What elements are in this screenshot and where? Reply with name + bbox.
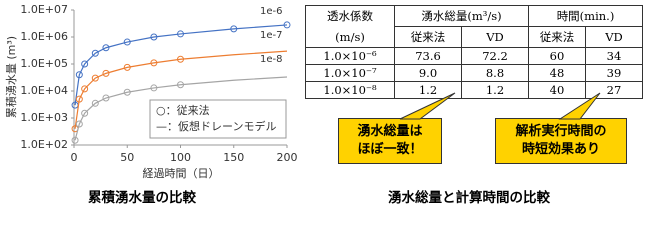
- comparison-table: 透水係数 湧水総量(m³/s) 時間(min.) (m/s) 従来法 VD 従来法 VD 1.0…: [305, 5, 643, 99]
- table-cell: VD: [585, 26, 643, 48]
- series-marker: [150, 59, 158, 67]
- table-cell: 34: [585, 47, 643, 65]
- table-cell: 1.0×10⁻⁷: [305, 64, 395, 82]
- callout-line: 解析実行時間の: [515, 124, 607, 139]
- series-marker: [75, 95, 83, 103]
- series-marker: [81, 60, 89, 68]
- y-tick-label: 1.0E+05: [20, 57, 68, 70]
- series-marker: [75, 71, 83, 79]
- series-marker: [177, 30, 184, 38]
- x-tick-label: 100: [170, 151, 191, 164]
- table-cell: 48: [528, 64, 586, 82]
- table-cell: 60: [528, 47, 586, 65]
- legend-entry: ○：従来法: [156, 103, 210, 117]
- series-marker: [123, 38, 131, 46]
- series-marker: [123, 88, 131, 96]
- x-tick-label: 0: [71, 151, 78, 164]
- chart: 累積湧水量 (m³) 経過時間（日） ○：従来法 —：仮想ドレーンモデル 1.0…: [4, 3, 298, 180]
- y-tick-label: 1.0E+02: [20, 138, 68, 151]
- caption: 湧水総量と計算時間の比較: [388, 190, 550, 206]
- series-marker: [150, 84, 158, 92]
- series-label: 1e-6: [260, 6, 283, 17]
- table-row: 1.0×10⁻⁸ 1.2 1.2 40 27: [305, 81, 643, 99]
- series-line: [74, 24, 288, 106]
- table-cell: 1.0×10⁻⁸: [305, 81, 395, 99]
- table-cell: 72.2: [461, 47, 529, 65]
- series-marker: [71, 136, 79, 144]
- series-marker: [230, 25, 238, 33]
- series-marker: [91, 99, 99, 107]
- callout-line: ほぼ一致！: [357, 142, 423, 157]
- series-marker: [177, 55, 184, 63]
- table-row: 透水係数 湧水総量(m³/s) 時間(min.): [305, 5, 643, 27]
- x-axis-title: 経過時間（日）: [143, 167, 220, 180]
- table-cell: VD: [461, 26, 529, 48]
- series-marker: [102, 44, 110, 52]
- table-cell: (m/s): [305, 26, 395, 48]
- y-tick-label: 1.0E+04: [20, 84, 68, 97]
- x-tick-label: 150: [223, 151, 244, 164]
- legend-entry: —：仮想ドレーンモデル: [156, 119, 276, 133]
- series-line: [74, 50, 288, 129]
- table-cell: 従来法: [394, 26, 462, 48]
- table-row: 1.0×10⁻⁷ 9.0 8.8 48 39: [305, 64, 643, 82]
- series-marker: [150, 33, 158, 41]
- table-cell: 湧水総量(m³/s): [394, 5, 529, 27]
- x-tick-label: 50: [120, 151, 134, 164]
- y-tick-label: 1.0E+06: [20, 30, 68, 43]
- table-cell: 透水係数: [305, 5, 395, 27]
- series-marker: [283, 21, 291, 29]
- table-cell: 1.0×10⁻⁶: [305, 47, 395, 65]
- table-cell: 73.6: [394, 47, 462, 65]
- y-tick-label: 1.0E+07: [20, 3, 68, 16]
- x-tick-label: 200: [277, 151, 298, 164]
- callout-line: 湧水総量は: [357, 124, 423, 139]
- series-marker: [81, 109, 89, 117]
- callout: 解析実行時間の 時短効果あり: [495, 118, 627, 164]
- series-marker: [91, 74, 99, 82]
- y-tick-label: 1.0E+03: [20, 111, 68, 124]
- table-cell: 9.0: [394, 64, 462, 82]
- y-axis-title: 累積湧水量 (m³): [4, 36, 18, 118]
- series-marker: [75, 120, 83, 128]
- table-cell: 40: [528, 81, 586, 99]
- page: {"chart_data": {"type": "line", "log_y":…: [4, 3, 643, 206]
- callout-line: 時短効果あり: [521, 142, 600, 157]
- table-cell: 8.8: [461, 64, 529, 82]
- table-row: (m/s) 従来法 VD 従来法 VD: [305, 26, 643, 48]
- series-marker: [102, 69, 110, 77]
- table-cell: 1.2: [394, 81, 462, 99]
- table-cell: 時間(min.): [528, 5, 643, 27]
- table-cell: 1.2: [461, 81, 529, 99]
- table-cell: 従来法: [528, 26, 586, 48]
- legend-box: [149, 99, 287, 139]
- caption: 累積湧水量の比較: [88, 190, 196, 206]
- series-marker: [81, 85, 89, 93]
- series-marker: [177, 81, 184, 89]
- callout: 湧水総量は ほぼ一致！: [338, 118, 442, 164]
- series-label: 1e-8: [260, 54, 283, 65]
- table-row: 1.0×10⁻⁶ 73.6 72.2 60 34: [305, 47, 643, 65]
- series-marker: [123, 63, 131, 71]
- series-marker: [91, 49, 99, 57]
- series-marker: [102, 94, 110, 102]
- series-label: 1e-7: [260, 30, 283, 41]
- table-cell: 39: [585, 64, 643, 82]
- series-line: [74, 76, 288, 141]
- table-cell: 27: [585, 81, 643, 99]
